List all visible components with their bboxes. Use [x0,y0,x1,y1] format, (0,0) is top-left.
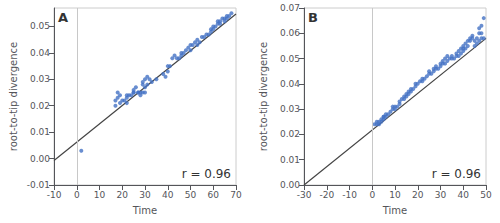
svg-text:70: 70 [230,190,242,200]
svg-text:-10: -10 [342,190,357,200]
svg-text:20: 20 [412,190,424,200]
svg-text:50: 50 [185,190,197,200]
svg-text:Time: Time [382,205,407,216]
svg-text:0.03: 0.03 [280,104,300,114]
svg-text:0.00: 0.00 [30,154,50,164]
svg-text:50: 50 [480,190,492,200]
svg-text:A: A [58,10,68,25]
svg-text:0.02: 0.02 [30,101,50,111]
svg-text:40: 40 [458,190,470,200]
svg-text:0.05: 0.05 [280,54,300,64]
svg-text:40: 40 [162,190,174,200]
svg-text:Time: Time [132,205,157,216]
svg-text:10: 10 [389,190,401,200]
svg-text:0.04: 0.04 [280,79,300,89]
svg-text:20: 20 [117,190,129,200]
svg-text:0.01: 0.01 [280,155,300,165]
svg-text:10: 10 [94,190,106,200]
svg-text:-20: -20 [319,190,334,200]
svg-text:0.01: 0.01 [30,127,50,137]
svg-text:60: 60 [208,190,220,200]
svg-text:-0.01: -0.01 [27,180,50,190]
svg-text:0.03: 0.03 [30,74,50,84]
svg-text:0.05: 0.05 [30,21,50,31]
svg-text:root-to-tip divergence: root-to-tip divergence [8,42,19,151]
svg-text:0: 0 [74,190,80,200]
svg-text:-30: -30 [297,190,312,200]
svg-text:-10: -10 [47,190,62,200]
svg-text:0.02: 0.02 [280,129,300,139]
svg-text:0.00: 0.00 [280,180,300,190]
svg-text:0: 0 [369,190,375,200]
svg-text:B: B [308,10,318,25]
svg-text:0.07: 0.07 [280,3,300,13]
svg-text:30: 30 [435,190,447,200]
svg-text:root-to-tip divergence: root-to-tip divergence [258,42,269,151]
svg-text:0.04: 0.04 [30,48,50,58]
svg-text:0.06: 0.06 [280,28,300,38]
svg-text:30: 30 [139,190,151,200]
svg-text:r = 0.96: r = 0.96 [182,167,231,181]
svg-text:r = 0.96: r = 0.96 [432,167,481,181]
